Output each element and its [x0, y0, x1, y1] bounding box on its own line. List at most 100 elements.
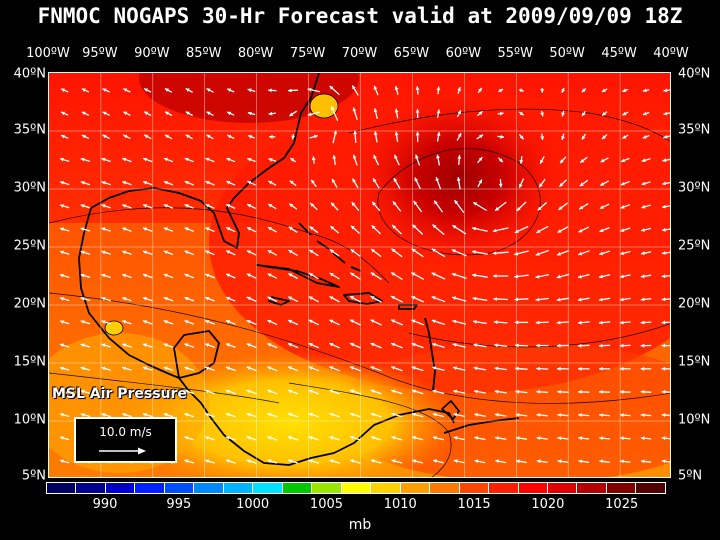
wind-arrow — [663, 134, 670, 139]
wind-arrow — [390, 366, 403, 372]
wind-arrow — [163, 412, 174, 418]
wind-arrow — [184, 227, 194, 233]
wind-arrow — [456, 176, 461, 190]
wind-arrow — [205, 412, 215, 418]
wind-arrow — [329, 342, 340, 349]
colorbar-swatch — [518, 483, 548, 493]
wind-arrow — [640, 251, 652, 255]
wind-arrow — [163, 157, 174, 163]
wind-arrow — [539, 155, 545, 165]
wind-arrow — [370, 459, 382, 464]
wind-arrow — [59, 320, 70, 325]
wind-arrow — [451, 249, 467, 257]
wind-arrow — [353, 130, 357, 143]
wind-arrow — [436, 86, 441, 95]
wind-arrow — [536, 389, 549, 394]
wind-arrow — [474, 459, 486, 464]
wind-arrow — [59, 227, 70, 232]
wind-arrow — [561, 87, 566, 94]
wind-arrow — [536, 343, 549, 348]
wind-arrow — [601, 88, 608, 93]
wind-arrow — [537, 201, 548, 211]
wind-arrow — [599, 366, 611, 371]
wind-arrow — [472, 320, 487, 325]
latitude-label-left: 10ºN — [13, 412, 46, 428]
wind-arrow — [287, 272, 299, 280]
wind-arrow — [267, 249, 278, 256]
wind-arrow — [287, 459, 299, 464]
wind-arrow — [536, 436, 548, 440]
wind-arrow — [540, 110, 544, 117]
wind-arrow — [599, 436, 610, 441]
wind-arrow — [370, 248, 382, 258]
wind-arrow — [288, 110, 298, 117]
wind-arrow — [473, 366, 487, 371]
wind-arrow — [246, 366, 257, 372]
wind-arrow — [80, 227, 91, 232]
wind-arrow — [451, 272, 467, 280]
wind-arrow — [329, 366, 340, 372]
wind-arrow — [578, 459, 590, 464]
wind-arrow — [267, 412, 278, 418]
wind-arrow — [557, 436, 569, 441]
wind-arrow — [350, 248, 361, 257]
wind-arrow — [329, 389, 340, 395]
wind-arrow — [349, 342, 361, 349]
lat-lon-grid — [49, 73, 670, 477]
wind-arrow — [536, 366, 549, 371]
wind-arrow — [184, 389, 195, 395]
wind-arrow — [164, 134, 173, 140]
wind-arrow — [477, 179, 483, 188]
wind-arrow — [642, 134, 650, 139]
colorbar-swatch — [636, 483, 665, 493]
wind-arrow — [205, 227, 215, 233]
wind-arrow — [204, 343, 215, 348]
wind-arrow — [246, 296, 257, 302]
wind-arrow — [246, 389, 257, 395]
wind-arrow — [143, 134, 152, 140]
wind-arrow — [538, 178, 546, 188]
wind-arrow — [184, 203, 194, 209]
wind-arrow — [225, 319, 236, 325]
wind-arrow — [494, 389, 507, 394]
wind-arrow — [102, 88, 110, 93]
wind-arrow — [351, 201, 360, 212]
wind-arrow — [101, 250, 111, 255]
wind-arrow — [123, 134, 131, 140]
wind-arrow — [122, 180, 132, 186]
wind-arrow — [349, 295, 361, 303]
wind-arrow — [535, 273, 550, 279]
wind-arrow — [206, 134, 214, 140]
wind-arrow — [225, 226, 236, 233]
wind-arrow — [349, 389, 361, 395]
wind-arrow — [412, 459, 424, 464]
wind-arrow — [247, 157, 256, 163]
colorbar-swatch — [577, 483, 607, 493]
wind-arrow — [535, 249, 549, 256]
wind-arrow — [598, 390, 611, 394]
wind-arrow — [349, 436, 361, 441]
wind-arrow — [661, 459, 670, 464]
wind-arrow — [143, 111, 152, 117]
colorbar-tick-label: 1020 — [531, 497, 565, 512]
wind-arrow — [308, 366, 320, 372]
wind-arrow — [267, 226, 277, 233]
wind-arrow — [494, 201, 507, 212]
wind-arrow — [476, 134, 484, 140]
wind-arrow — [267, 273, 278, 279]
colorbar-swatch — [312, 483, 342, 493]
wind-arrow — [185, 134, 193, 140]
wind-arrow — [373, 154, 380, 166]
wind-arrow — [246, 273, 257, 279]
wind-arrow — [329, 412, 340, 418]
wind-arrow — [101, 297, 111, 302]
wind-arrow — [308, 342, 320, 349]
wind-arrow — [205, 157, 215, 163]
wind-arrow — [308, 436, 319, 441]
wind-arrow — [561, 110, 565, 117]
wind-arrow — [122, 320, 132, 325]
wind-arrow — [225, 250, 236, 256]
latitude-label-right: 35ºN — [678, 122, 711, 138]
isobar-contours — [49, 108, 670, 477]
wind-arrow — [474, 412, 486, 417]
